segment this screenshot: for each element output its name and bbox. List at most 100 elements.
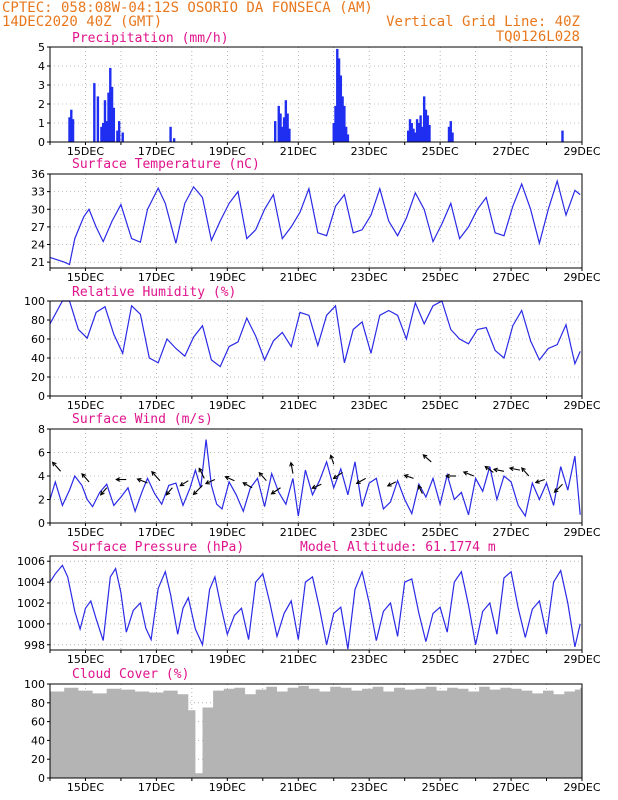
x-tick-label: 25DEC xyxy=(422,399,459,412)
y-tick-label: 1000 xyxy=(17,618,45,631)
cloud-cover-title: Cloud Cover (%) xyxy=(72,667,189,682)
y-tick-label: 1006 xyxy=(17,555,45,568)
x-tick-label: 21DEC xyxy=(280,145,317,158)
x-tick-label: 29DEC xyxy=(563,145,600,158)
y-tick-label: 20 xyxy=(31,753,45,766)
model-altitude: Model Altitude: 61.1774 m xyxy=(300,540,496,555)
precip-bar xyxy=(428,125,430,142)
y-tick-label: 3 xyxy=(38,79,45,92)
x-tick-label: 19DEC xyxy=(209,781,246,794)
x-tick-label: 15DEC xyxy=(67,781,104,794)
x-tick-label: 19DEC xyxy=(209,653,246,666)
y-tick-label: 0 xyxy=(38,772,45,785)
precip-bar xyxy=(72,119,74,142)
precip-bar xyxy=(173,138,175,142)
x-tick-label: 17DEC xyxy=(138,653,175,666)
x-tick-label: 15DEC xyxy=(67,653,104,666)
y-tick-label: 5 xyxy=(38,41,45,54)
precip-bar xyxy=(561,131,563,142)
x-tick-label: 23DEC xyxy=(351,271,388,284)
y-tick-label: 20 xyxy=(31,371,45,384)
precip-bar xyxy=(118,121,120,142)
y-tick-label: 0 xyxy=(38,517,45,530)
y-tick-label: 2 xyxy=(38,98,45,111)
y-tick-label: 100 xyxy=(24,678,45,691)
x-tick-label: 19DEC xyxy=(209,526,246,539)
x-tick-label: 29DEC xyxy=(563,399,600,412)
temperature-title: Surface Temperature (nC) xyxy=(72,157,260,172)
x-tick-label: 25DEC xyxy=(422,271,459,284)
y-tick-label: 36 xyxy=(31,168,45,181)
precip-bar xyxy=(113,108,115,142)
panel-frame xyxy=(50,47,582,142)
x-tick-label: 17DEC xyxy=(138,271,175,284)
pressure-title: Surface Pressure (hPa) xyxy=(72,540,244,555)
precip-bar xyxy=(274,121,276,142)
pressure-panel: Surface Pressure (hPa) Model Altitude: 6… xyxy=(17,540,601,666)
y-tick-label: 60 xyxy=(31,716,45,729)
x-tick-label: 21DEC xyxy=(280,653,317,666)
x-tick-label: 23DEC xyxy=(351,145,388,158)
x-tick-label: 27DEC xyxy=(493,781,530,794)
wind-arrow-shaft xyxy=(53,462,61,471)
precip-bar xyxy=(93,83,95,142)
x-tick-label: 23DEC xyxy=(351,399,388,412)
x-tick-label: 21DEC xyxy=(280,781,317,794)
x-tick-label: 27DEC xyxy=(493,271,530,284)
x-tick-label: 23DEC xyxy=(351,781,388,794)
precipitation-panel: Precipitation (mm/h) 01234515DEC 17DEC 19D… xyxy=(38,31,601,158)
x-tick-label: 27DEC xyxy=(493,399,530,412)
y-tick-label: 1 xyxy=(38,117,45,130)
rh-series-line xyxy=(50,301,580,367)
y-tick-label: 1002 xyxy=(17,597,45,610)
y-tick-label: 4 xyxy=(38,60,45,73)
x-tick-label: 29DEC xyxy=(563,781,600,794)
x-tick-label: 17DEC xyxy=(138,781,175,794)
y-tick-label: 21 xyxy=(31,256,45,269)
x-tick-label: 19DEC xyxy=(209,399,246,412)
meteogram: CPTEC: 058:08W-04:12S OSORIO DA FONSECA … xyxy=(0,0,618,800)
y-tick-label: 0 xyxy=(38,390,45,403)
x-tick-label: 25DEC xyxy=(422,781,459,794)
x-tick-label: 17DEC xyxy=(138,526,175,539)
x-tick-label: 23DEC xyxy=(351,653,388,666)
x-tick-label: 25DEC xyxy=(422,526,459,539)
y-tick-label: 33 xyxy=(31,186,45,199)
x-tick-label: 29DEC xyxy=(563,271,600,284)
x-tick-label: 27DEC xyxy=(493,653,530,666)
x-tick-label: 27DEC xyxy=(493,526,530,539)
y-tick-label: 40 xyxy=(31,734,45,747)
humidity-title: Relative Humidity (%) xyxy=(72,285,236,300)
x-tick-label: 17DEC xyxy=(138,399,175,412)
x-tick-label: 29DEC xyxy=(563,526,600,539)
y-tick-label: 998 xyxy=(24,639,45,652)
wind-arrow-shaft xyxy=(554,484,562,492)
y-tick-label: 60 xyxy=(31,333,45,346)
x-tick-label: 19DEC xyxy=(209,271,246,284)
x-tick-label: 21DEC xyxy=(280,399,317,412)
vertical-grid-note: Vertical Grid Line: 40Z xyxy=(386,14,580,30)
y-tick-label: 30 xyxy=(31,203,45,216)
cloud-cover-area xyxy=(50,686,582,778)
wind-series-line xyxy=(50,440,580,516)
wind-arrow-shaft xyxy=(194,485,203,494)
temperature-panel: Surface Temperature (nC) 21 24 27 30 33 36 15D… xyxy=(31,157,601,284)
x-tick-label: 25DEC xyxy=(422,653,459,666)
y-tick-label: 40 xyxy=(31,352,45,365)
precip-bar xyxy=(451,133,453,143)
y-tick-label: 4 xyxy=(38,470,45,483)
precip-bar xyxy=(169,127,171,142)
x-tick-label: 15DEC xyxy=(67,399,104,412)
wind-vectors-layer xyxy=(53,455,563,495)
run-date: 14DEC2020 40Z (GMT) xyxy=(2,14,162,30)
y-tick-label: 24 xyxy=(31,239,45,252)
y-tick-label: 2 xyxy=(38,494,45,507)
y-tick-label: 1004 xyxy=(17,576,45,589)
x-tick-label: 25DEC xyxy=(422,145,459,158)
y-tick-label: 100 xyxy=(24,295,45,308)
humidity-panel: Relative Humidity (%) 0 20 40 60 80 100 15DEC 1… xyxy=(24,285,601,412)
x-tick-label: 23DEC xyxy=(351,526,388,539)
temp-series-line xyxy=(50,181,580,264)
x-tick-label: 29DEC xyxy=(563,653,600,666)
y-tick-label: 8 xyxy=(38,423,45,436)
